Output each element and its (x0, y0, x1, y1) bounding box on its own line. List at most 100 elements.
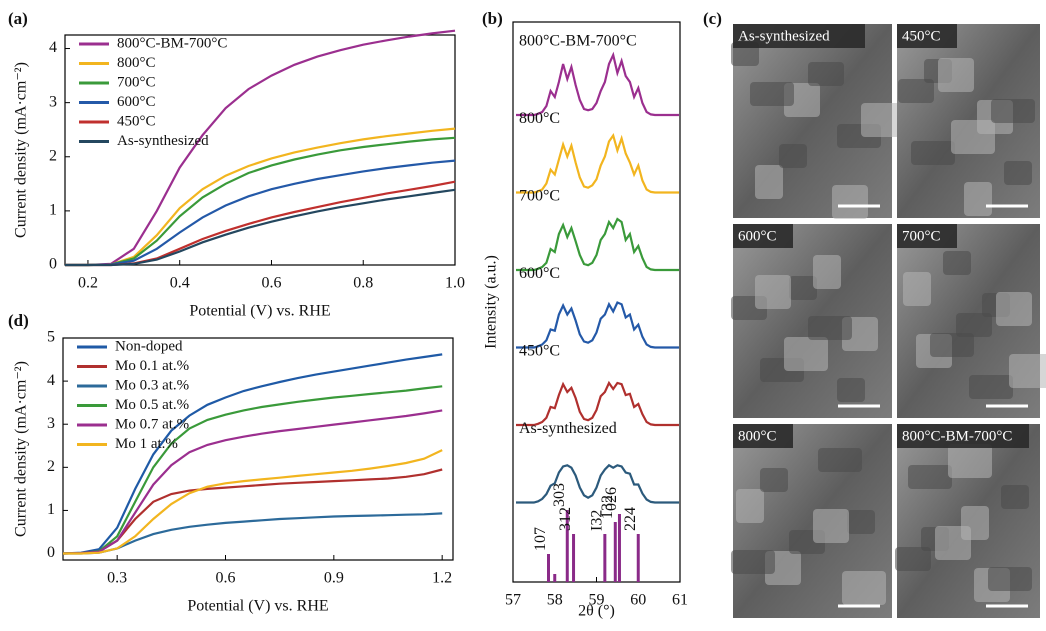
image-label: 800°C-BM-700°C (902, 428, 1012, 444)
sem-image: 800°C-BM-700°C (895, 424, 1040, 618)
grain (784, 337, 828, 371)
data-line (65, 138, 455, 265)
xrd-pattern (516, 465, 679, 502)
stick-label: 107 (532, 527, 549, 551)
plot-frame (513, 22, 680, 582)
xrd-pattern (516, 136, 679, 193)
pattern-label: As-synthesized (519, 420, 617, 437)
xrd-pattern (516, 219, 679, 270)
grain (991, 99, 1035, 123)
y-tick-label: 1 (49, 202, 57, 219)
image-label: 700°C (902, 228, 941, 244)
image-label: As-synthesized (738, 28, 830, 44)
data-line (65, 129, 455, 265)
grain (903, 272, 931, 306)
stick-label: 303 (551, 483, 568, 507)
legend-label: 450°C (117, 113, 156, 129)
grain (935, 526, 971, 560)
x-tick-label: 0.3 (107, 570, 127, 587)
legend-label: Mo 0.5 at.% (115, 397, 189, 413)
y-tick-label: 2 (49, 147, 57, 164)
grain (731, 550, 775, 574)
data-line (63, 470, 442, 554)
stick-label: 026 (603, 487, 620, 511)
y-tick-label: 2 (47, 458, 55, 475)
y-tick-label: 4 (47, 372, 55, 389)
grain (951, 120, 995, 154)
grain (1001, 485, 1029, 509)
grain (832, 185, 868, 219)
figure: (a)0.20.40.60.81.001234Potential (V) vs.… (0, 0, 1046, 631)
legend-label: 600°C (117, 94, 156, 110)
image-label: 800°C (738, 428, 777, 444)
grain (813, 509, 849, 543)
y-axis-label: Intensity (a.u.) (483, 255, 500, 349)
grain (842, 571, 886, 605)
grain (969, 375, 1013, 399)
y-tick-label: 0 (49, 256, 57, 273)
x-tick-label: 61 (672, 592, 688, 609)
grain (996, 292, 1032, 326)
x-tick-label: 60 (630, 592, 646, 609)
grain (847, 510, 875, 534)
pattern-label: 800°C (519, 110, 560, 127)
grain (755, 165, 783, 199)
data-line (65, 182, 455, 265)
xrd-pattern (516, 383, 679, 425)
legend-label: Mo 0.1 at.% (115, 358, 189, 374)
x-tick-label: 58 (547, 592, 563, 609)
y-tick-label: 5 (47, 329, 55, 346)
pattern-label: 450°C (519, 343, 560, 360)
data-line (65, 161, 455, 265)
page: {"chart_data": [ {"type": "line", "label… (0, 0, 1046, 631)
image-label: 450°C (902, 28, 941, 44)
legend-label: Non-doped (115, 338, 183, 354)
legend-label: Mo 0.7 at.% (115, 416, 189, 432)
y-axis-label: Current density (mA·cm⁻²) (13, 361, 30, 537)
stick-label: 312 (557, 507, 574, 531)
data-line (65, 190, 455, 265)
x-axis-label: Potential (V) vs. RHE (189, 303, 330, 320)
grain (898, 79, 934, 103)
grain (895, 547, 931, 571)
pattern-label: 700°C (519, 188, 560, 205)
grain (755, 275, 791, 309)
grain (943, 251, 971, 275)
grain (988, 567, 1032, 591)
pattern-label: 800°C-BM-700°C (519, 33, 637, 50)
x-tick-label: 0.2 (78, 275, 98, 292)
x-tick-label: 0.4 (170, 275, 190, 292)
legend-label: 700°C (117, 74, 156, 90)
legend-label: Mo 1 at.% (115, 436, 178, 452)
x-tick-label: 0.8 (353, 275, 373, 292)
y-tick-label: 3 (49, 93, 57, 110)
x-axis-label: Potential (V) vs. RHE (187, 598, 328, 615)
y-axis-label: Current density (mA·cm⁻²) (13, 62, 30, 238)
y-tick-label: 1 (47, 501, 55, 518)
grain (911, 141, 955, 165)
grain (760, 468, 788, 492)
grain (1004, 161, 1032, 185)
pattern-label: 600°C (519, 265, 560, 282)
image-label: 600°C (738, 228, 777, 244)
grain (736, 489, 764, 523)
x-tick-label: 0.6 (261, 275, 281, 292)
panel-letter: (b) (482, 9, 503, 28)
grain (948, 444, 992, 478)
grain (1009, 354, 1046, 388)
grain (789, 276, 817, 300)
legend-label: 800°C (117, 55, 156, 71)
grain (808, 62, 844, 86)
y-tick-label: 0 (47, 544, 55, 561)
x-tick-label: 0.6 (216, 570, 236, 587)
grain (808, 316, 852, 340)
panel-letter: (c) (703, 9, 722, 28)
grain (964, 182, 992, 216)
y-tick-label: 3 (47, 415, 55, 432)
sem-image: As-synthesized (731, 24, 905, 219)
grain (818, 448, 862, 472)
x-tick-label: 1.0 (445, 275, 465, 292)
grain (750, 82, 794, 106)
panel-letter: (d) (8, 311, 29, 330)
grain (930, 333, 974, 357)
